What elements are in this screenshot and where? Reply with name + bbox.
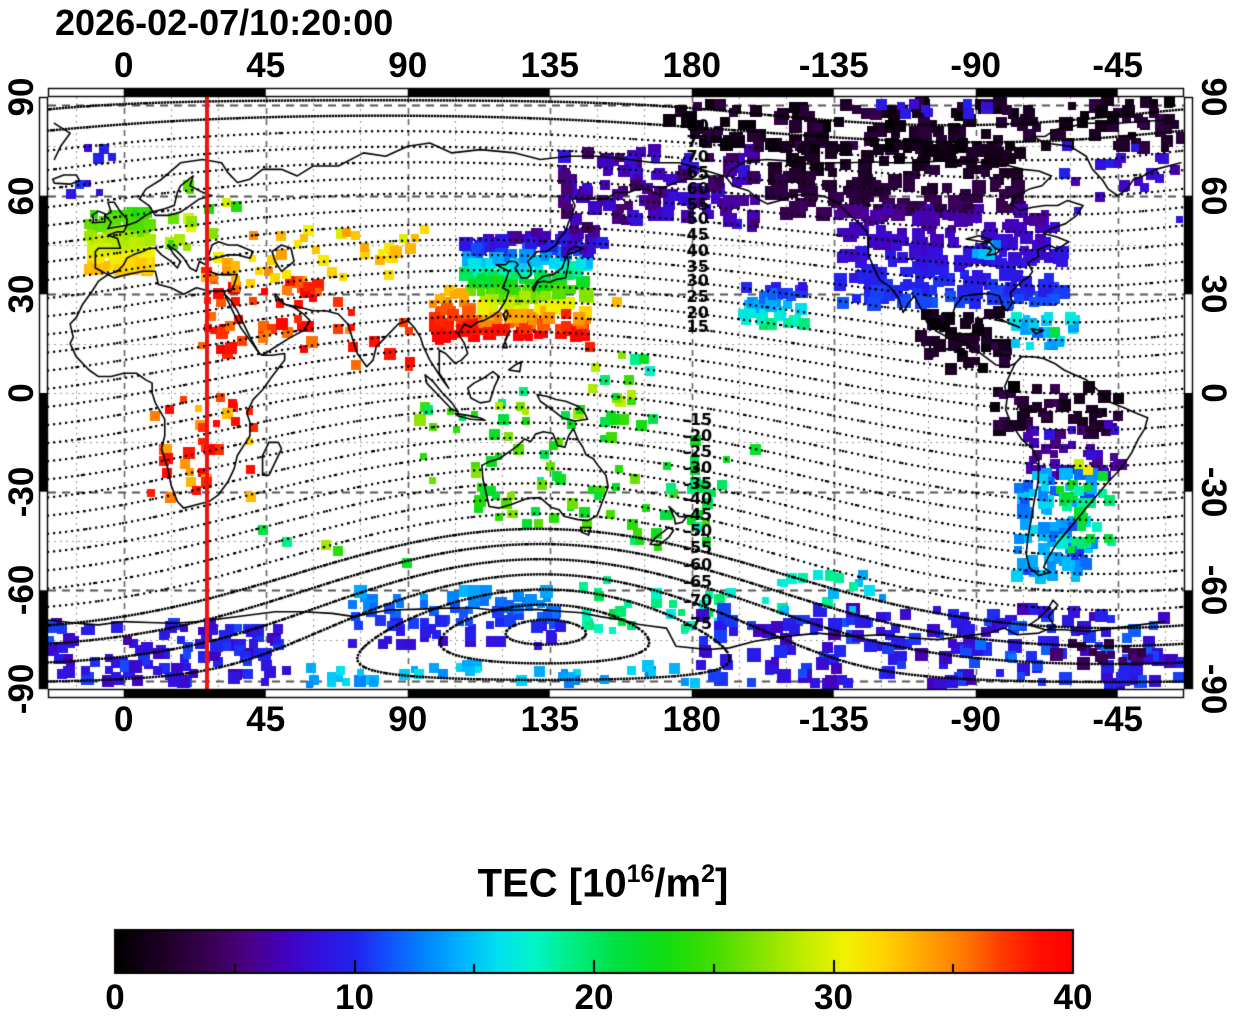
- lat-tick-label-left: 90: [2, 77, 41, 117]
- page-title: 2026-02-07/10:20:00: [55, 2, 394, 43]
- lon-tick-label-bottom: 135: [520, 700, 579, 739]
- lon-tick-label-top: 180: [662, 46, 721, 85]
- lon-tick-label-bottom: -135: [798, 700, 869, 739]
- lon-tick-label-top: 45: [246, 46, 286, 85]
- colorbar-tick-label: 40: [1053, 978, 1093, 1017]
- lon-tick-label-top: -45: [1092, 46, 1144, 85]
- lon-tick-label-top: 0: [113, 46, 134, 85]
- lat-tick-label-right: -30: [1194, 466, 1233, 517]
- lat-tick-label-right: 0: [1194, 383, 1233, 403]
- lon-tick-label-bottom: 45: [246, 700, 286, 739]
- lon-tick-label-top: 90: [388, 46, 428, 85]
- colorbar-title: TEC [1016/m2]: [477, 860, 729, 906]
- lon-tick-label-bottom: 0: [113, 700, 134, 739]
- lat-tick-label-left: -90: [2, 663, 41, 715]
- lat-tick-label-left: 0: [2, 383, 41, 403]
- lat-tick-label-right: 90: [1194, 77, 1233, 117]
- lat-tick-label-right: -90: [1194, 663, 1233, 715]
- lon-tick-label-top: -135: [798, 46, 869, 85]
- lon-tick-label-top: -90: [950, 46, 1002, 85]
- lat-tick-label-left: -30: [2, 466, 41, 517]
- colorbar-tick-label: 0: [105, 978, 125, 1017]
- lat-tick-label-left: 30: [2, 274, 41, 314]
- lat-tick-label-left: 60: [2, 176, 41, 216]
- colorbar-tick-label: 10: [335, 978, 374, 1017]
- lon-tick-label-bottom: -45: [1092, 700, 1144, 739]
- lon-tick-label-bottom: 180: [662, 700, 721, 739]
- lon-tick-label-top: 135: [520, 46, 579, 85]
- lon-tick-label-bottom: 90: [388, 700, 428, 739]
- colorbar-tick-label: 20: [574, 978, 614, 1017]
- colorbar-tick-label: 30: [814, 978, 853, 1017]
- lat-tick-label-right: 60: [1194, 176, 1233, 216]
- lon-tick-label-bottom: -90: [950, 700, 1002, 739]
- lat-tick-label-left: -60: [2, 565, 41, 616]
- lat-tick-label-right: -60: [1194, 565, 1233, 616]
- lat-tick-label-right: 30: [1194, 274, 1233, 314]
